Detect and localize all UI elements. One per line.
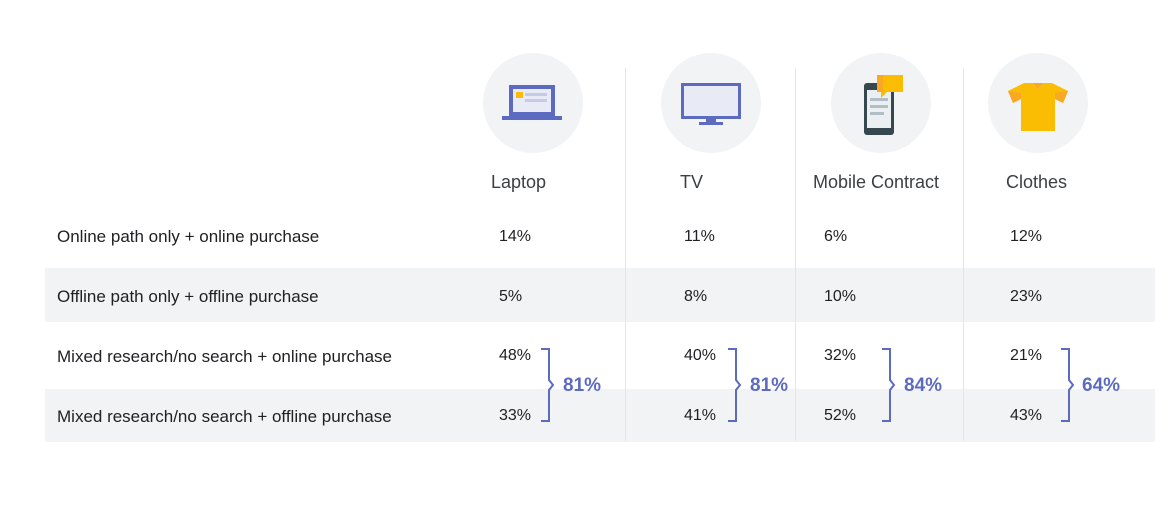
row-label-mixed-online: Mixed research/no search + online purcha… bbox=[57, 347, 392, 366]
table-cell: 23% bbox=[1010, 288, 1043, 305]
bracket-laptop bbox=[541, 348, 555, 422]
column-header-mobile-contract: Mobile Contract bbox=[813, 172, 940, 192]
table-cell: 32% bbox=[824, 347, 857, 364]
laptop-icon bbox=[483, 53, 583, 153]
table-cell: 8% bbox=[684, 288, 708, 305]
table-cell: 12% bbox=[1010, 228, 1043, 245]
table-cell: 5% bbox=[499, 288, 523, 305]
table-cell: 21% bbox=[1010, 347, 1043, 364]
table-cell: 14% bbox=[499, 228, 532, 245]
column-header-laptop: Laptop bbox=[491, 172, 547, 192]
row-label-mixed-offline: Mixed research/no search + offline purch… bbox=[57, 407, 392, 426]
clothes-icon bbox=[988, 53, 1088, 153]
mixed-total-tv: 81% bbox=[750, 375, 789, 396]
column-header-tv: TV bbox=[680, 172, 704, 192]
table-cell: 33% bbox=[499, 407, 532, 424]
table-cell: 41% bbox=[684, 407, 717, 424]
column-divider bbox=[795, 68, 796, 441]
bracket-clothes bbox=[1061, 348, 1075, 422]
row-label-online-path: Online path only + online purchase bbox=[57, 227, 320, 246]
mixed-total-clothes: 64% bbox=[1082, 375, 1121, 396]
mixed-total-mobile-contract: 84% bbox=[904, 375, 943, 396]
mobile-contract-icon bbox=[831, 53, 931, 153]
table-cell: 48% bbox=[499, 347, 532, 364]
mixed-total-laptop: 81% bbox=[563, 375, 602, 396]
table-cell: 6% bbox=[824, 228, 848, 245]
table-cell: 10% bbox=[824, 288, 857, 305]
table-cell: 11% bbox=[684, 228, 715, 245]
row-band-offline bbox=[45, 268, 1155, 322]
tv-icon bbox=[661, 53, 761, 153]
table-cell: 52% bbox=[824, 407, 857, 424]
column-divider bbox=[963, 68, 964, 441]
table-cell: 43% bbox=[1010, 407, 1043, 424]
column-divider bbox=[625, 68, 626, 441]
bracket-mobile-contract bbox=[882, 348, 896, 422]
row-band-mixed-offline bbox=[45, 389, 1155, 442]
row-label-offline-path: Offline path only + offline purchase bbox=[57, 287, 319, 306]
column-header-clothes: Clothes bbox=[1006, 172, 1068, 192]
table-cell: 40% bbox=[684, 347, 717, 364]
bracket-tv bbox=[728, 348, 742, 422]
